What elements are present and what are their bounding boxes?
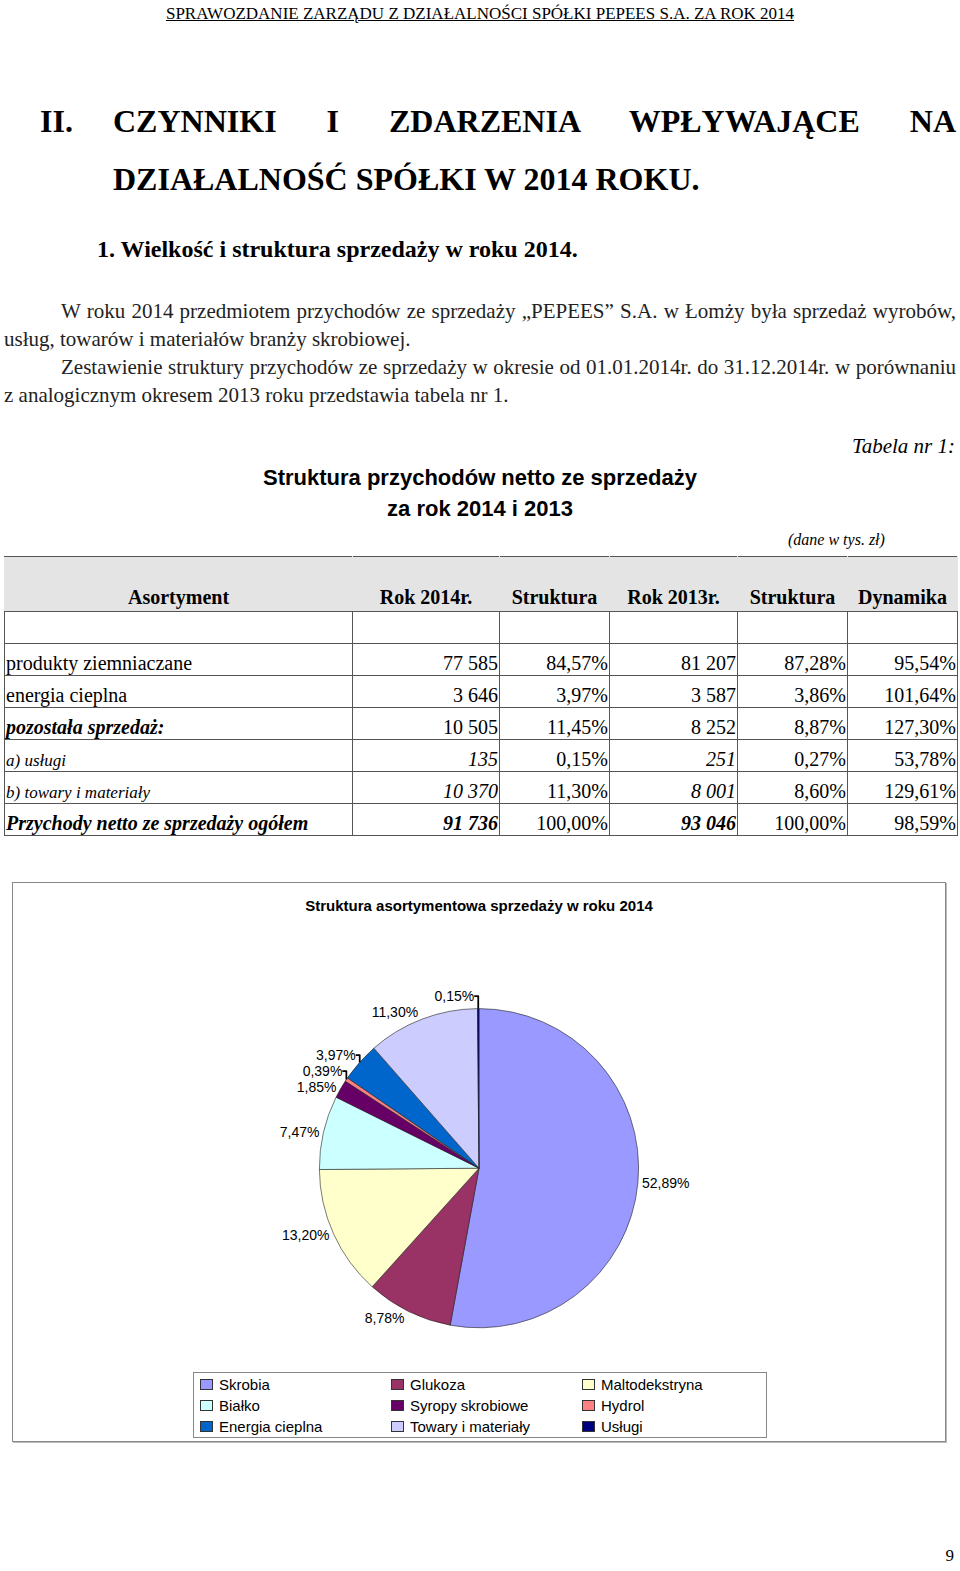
html-text:Struktura przychodów netto ze: Struktura przychodów netto ze sprzedaży: [263, 465, 697, 490]
html-text:Białko: Białko: [219, 1396, 260, 1414]
html-text:10 370: 10 370: [443, 780, 498, 802]
html-text:3,86%: 3,86%: [794, 684, 846, 706]
html-text:SPRAWOZDANIE ZARZĄDU Z DZIAŁAL: SPRAWOZDANIE ZARZĄDU Z DZIAŁALNOŚCI SPÓŁ…: [165, 4, 795, 23]
html-text:Usługi: Usługi: [601, 1417, 643, 1435]
html-text:pozostała sprzedaż:: pozostała sprzedaż:: [6, 716, 165, 738]
html-text:Syropy skrobiowe: Syropy skrobiowe: [410, 1396, 529, 1414]
html-text:81 207: 81 207: [681, 652, 736, 674]
html-text:Energia cieplna: Energia cieplna: [219, 1417, 323, 1435]
html-text:3,97%: 3,97%: [556, 684, 608, 706]
html-text:Struktura: Struktura: [749, 586, 836, 608]
html-text:Struktura: Struktura: [511, 586, 598, 608]
html-text:Maltodekstryna: Maltodekstryna: [601, 1375, 703, 1393]
html-text:91 736: 91 736: [443, 812, 498, 834]
html-text:100,00%: 100,00%: [536, 812, 608, 834]
html-text:Rok 2013r.: Rok 2013r.: [627, 586, 720, 608]
html-text:135: 135: [468, 748, 498, 770]
html-text:8,60%: 8,60%: [794, 780, 846, 802]
html-text:energia cieplna: energia cieplna: [6, 684, 128, 706]
svg-text:0,39%: 0,39%: [303, 1063, 343, 1079]
html-text:0,15%: 0,15%: [556, 748, 608, 770]
html-text:77 585: 77 585: [443, 652, 498, 674]
html-text:Tabela nr 1:: Tabela nr 1:: [851, 434, 955, 458]
html-text:95,54%: 95,54%: [894, 652, 956, 674]
html-text:129,61%: 129,61%: [884, 780, 956, 802]
html-text:za rok 2014 i 2013: za rok 2014 i 2013: [387, 496, 573, 521]
html-text:251: 251: [706, 748, 736, 770]
svg-text:Struktura asortymentowa sprzed: Struktura asortymentowa sprzedaży w roku…: [305, 897, 653, 914]
html-text:8 252: 8 252: [691, 716, 736, 738]
html-text:8 001: 8 001: [691, 780, 736, 802]
html-text:93 046: 93 046: [681, 812, 736, 834]
html-text:3 646: 3 646: [453, 684, 498, 706]
html-text:100,00%: 100,00%: [774, 812, 846, 834]
html-text:W roku 2014 przedmiotem przych: W roku 2014 przedmiotem przychodów ze sp…: [4, 299, 956, 351]
html-text:101,64%: 101,64%: [884, 684, 956, 706]
html-text:b) towary i materiały: b) towary i materiały: [6, 783, 150, 802]
html-text:1. Wielkość i struktura sprzed: 1. Wielkość i struktura sprzedaży w roku…: [97, 236, 578, 262]
html-text:CZYNNIKI I ZDARZENIA WPŁYWAJĄC: CZYNNIKI I ZDARZENIA WPŁYWAJĄCE NA DZIAŁ…: [113, 103, 956, 197]
html-text:3 587: 3 587: [691, 684, 736, 706]
html-text:Skrobia: Skrobia: [219, 1375, 270, 1393]
svg-text:1,85%: 1,85%: [297, 1079, 337, 1095]
svg-text:8,78%: 8,78%: [365, 1310, 405, 1326]
html-text:Przychody netto ze sprzedaży o: Przychody netto ze sprzedaży ogółem: [6, 812, 309, 834]
html-text:(dane w tys. zł): (dane w tys. zł): [788, 531, 885, 548]
svg-text:3,97%: 3,97%: [316, 1047, 356, 1063]
html-text:Zestawienie struktury przychod: Zestawienie struktury przychodów ze sprz…: [4, 355, 956, 407]
svg-text:52,89%: 52,89%: [642, 1175, 689, 1191]
html-text:98,59%: 98,59%: [894, 812, 956, 834]
html-text:Asortyment: Asortyment: [128, 586, 229, 608]
html-text:11,45%: 11,45%: [547, 716, 608, 738]
html-text:11,30%: 11,30%: [547, 780, 608, 802]
html-text:II.: II.: [40, 103, 73, 139]
html-text:Dynamika: Dynamika: [858, 586, 947, 608]
html-text:Glukoza: Glukoza: [410, 1375, 465, 1393]
html-text:53,78%: 53,78%: [894, 748, 956, 770]
html-text:10 505: 10 505: [443, 716, 498, 738]
svg-text:13,20%: 13,20%: [282, 1227, 329, 1243]
html-text:Towary i materiały: Towary i materiały: [410, 1417, 530, 1435]
html-text:127,30%: 127,30%: [884, 716, 956, 738]
svg-text:7,47%: 7,47%: [280, 1124, 320, 1140]
html-text:8,87%: 8,87%: [794, 716, 846, 738]
html-text:84,57%: 84,57%: [546, 652, 608, 674]
html-text:87,28%: 87,28%: [784, 652, 846, 674]
html-text:9: 9: [945, 1546, 954, 1565]
svg-text:11,30%: 11,30%: [372, 1004, 418, 1020]
svg-text:0,15%: 0,15%: [435, 988, 475, 1004]
html-text:produkty ziemniaczane: produkty ziemniaczane: [6, 652, 192, 674]
html-text:Rok 2014r.: Rok 2014r.: [379, 586, 473, 608]
html-text:Hydrol: Hydrol: [601, 1396, 645, 1414]
html-text:0,27%: 0,27%: [794, 748, 846, 770]
html-text:a) usługi: a) usługi: [6, 751, 66, 770]
